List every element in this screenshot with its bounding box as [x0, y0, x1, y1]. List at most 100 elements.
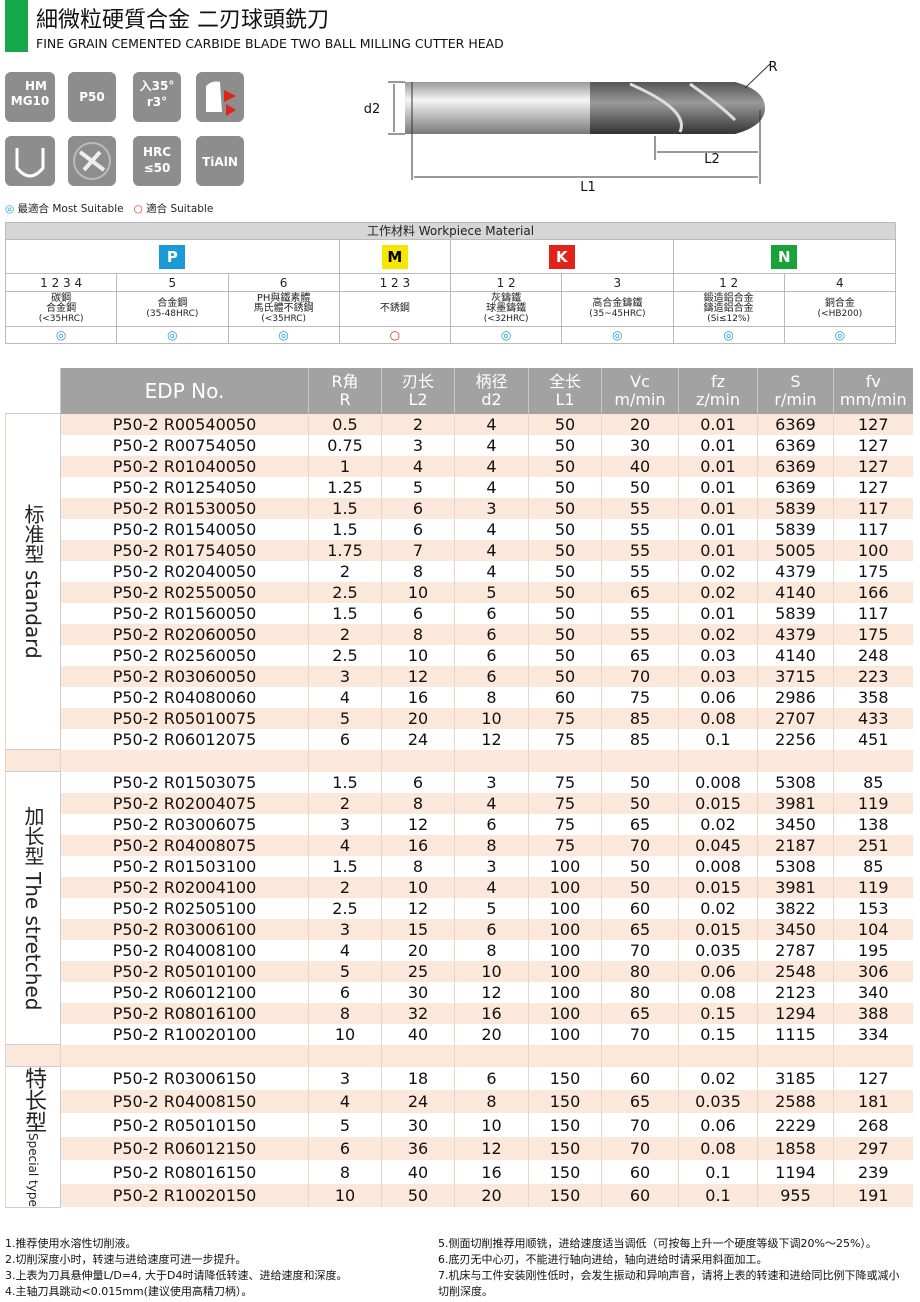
cell-value: 85	[833, 771, 913, 793]
data-row: P50-2 R03060050 3 12 6 50 70 0.03 3715 223	[6, 665, 913, 687]
pictograms	[15, 81, 236, 180]
subtitle: FINE GRAIN CEMENTED CARBIDE BLADE TWO BA…	[36, 36, 504, 51]
cell-value: 8	[454, 939, 529, 961]
note: 7.机床与工件安装刚性低时，会发生振动和异响声音，请将上表的转速和进给同比例下降…	[438, 1269, 900, 1298]
cell-value: 0.15	[678, 1002, 758, 1024]
workpiece-title: 工作材料 Workpiece Material	[6, 223, 896, 240]
suitability: ◎	[562, 327, 674, 344]
group-cell: K	[451, 240, 674, 274]
cell-value: 24	[381, 728, 455, 750]
cell-value: 65	[601, 918, 679, 940]
material-line: (<35HRC)	[261, 314, 307, 324]
group-label-text: 加长型 The stretched	[21, 806, 45, 1010]
cell-value: 40	[381, 1023, 455, 1045]
cell-value: 5	[381, 476, 455, 498]
cell-value: 50	[528, 623, 602, 645]
data-row: P50-2 R06012150 6 36 12 150 70 0.08 1858 297	[6, 1136, 913, 1161]
suitability: ○	[339, 327, 451, 344]
header-text: R角	[331, 371, 359, 391]
cell-value: 0.06	[678, 686, 758, 708]
data-row: P50-2 R04080060 4 16 8 60 75 0.06 2986 358	[6, 686, 913, 708]
group-cell: P	[6, 240, 340, 274]
cell-value: 50	[528, 497, 602, 519]
cell-value: 4379	[757, 560, 834, 582]
cell-value: 1.5	[308, 497, 382, 519]
cell-value: 8	[454, 686, 529, 708]
cell-value: 239	[833, 1160, 913, 1184]
cell-value: 16	[381, 686, 455, 708]
cell-value: 55	[601, 518, 679, 540]
cell-value: 451	[833, 728, 913, 750]
cell-value: 340	[833, 981, 913, 1003]
header-cell: fv mm/min	[833, 368, 913, 414]
cell-value: 2	[308, 623, 382, 645]
group-label-zh: 特长型	[21, 1067, 46, 1133]
cell-value: 30	[381, 981, 455, 1003]
cell-value: 65	[601, 1089, 679, 1114]
cell-value: 3	[308, 918, 382, 940]
cell-value: 4	[308, 834, 382, 856]
header-cell: R角 R	[308, 368, 382, 414]
legend-text: 適合 Suitable	[146, 203, 214, 215]
cell-value: 70	[601, 1113, 679, 1137]
legend: ◎ 最適合 Most Suitable ○ 適合 Suitable	[5, 201, 213, 216]
spacer-cell	[678, 1044, 758, 1067]
cell-value: 1.5	[308, 771, 382, 793]
cell-value: 4379	[757, 623, 834, 645]
data-row: P50-2 R01540050 1.5 6 4 50 55 0.01 5839 117	[6, 518, 913, 540]
cell-value: 150	[528, 1160, 602, 1184]
spacer-cell	[60, 1044, 309, 1067]
cell-value: 388	[833, 1002, 913, 1024]
group-label-text: 特长型Special type	[21, 1067, 46, 1206]
cell-value: 4	[454, 560, 529, 582]
cell-value: 16	[454, 1002, 529, 1024]
cell-value: 20	[454, 1183, 529, 1208]
cell-value: 100	[528, 981, 602, 1003]
edp-no: P50-2 R01754050	[60, 539, 309, 561]
cell-value: 65	[601, 581, 679, 603]
cell-value: 16	[381, 834, 455, 856]
spacer-cell	[381, 1044, 455, 1067]
cell-value: 166	[833, 581, 913, 603]
dim-label: L2	[704, 152, 720, 167]
cell-value: 3	[381, 434, 455, 456]
cell-value: 117	[833, 518, 913, 540]
edp-no: P50-2 R02060050	[60, 623, 309, 645]
material-line: 碳鋼	[51, 293, 72, 304]
edp-no: P50-2 R02560050	[60, 644, 309, 666]
spacer-cell	[528, 1044, 602, 1067]
cell-value: 3	[308, 813, 382, 835]
cell-value: 1294	[757, 1002, 834, 1024]
cell-value: 4	[454, 876, 529, 898]
cell-value: 6369	[757, 476, 834, 498]
cell-value: 5	[308, 960, 382, 982]
cell-value: 100	[833, 539, 913, 561]
cell-value: 1858	[757, 1136, 834, 1161]
edp-no: P50-2 R01503075	[60, 771, 309, 793]
cell-value: 24	[381, 1089, 455, 1114]
data-row: P50-2 R10020100 10 40 20 100 70 0.15 1115 334	[6, 1023, 913, 1045]
header-cell: EDP No.	[60, 368, 309, 414]
cell-value: 2	[381, 413, 455, 435]
cell-value: 100	[528, 897, 602, 919]
material-line: PH與鐵素體	[256, 293, 311, 304]
cell-value: 119	[833, 792, 913, 814]
edp-no: P50-2 R06012150	[60, 1136, 309, 1161]
cell-value: 10	[308, 1183, 382, 1208]
material-line: 合金鋼	[46, 303, 77, 314]
cell-value: 117	[833, 602, 913, 624]
edp-no: P50-2 R03006150	[60, 1066, 309, 1090]
spacer-cell	[5, 749, 61, 772]
edp-no: P50-2 R03006100	[60, 918, 309, 940]
cell-value: 127	[833, 476, 913, 498]
data-row: P50-2 R01560050 1.5 6 6 50 55 0.01 5839 117	[6, 602, 913, 624]
data-row: P50-2 R04008075 4 16 8 75 70 0.045 2187 251	[6, 834, 913, 856]
cell-value: 36	[381, 1136, 455, 1161]
grade: 4	[784, 274, 896, 292]
data-row: P50-2 R02560050 2.5 10 6 50 65 0.03 4140 248	[6, 644, 913, 666]
cell-value: 8	[454, 834, 529, 856]
data-row: P50-2 R04008150 4 24 8 150 65 0.035 2588 181	[6, 1089, 913, 1114]
grade: 1 2	[673, 274, 785, 292]
cell-value: 50	[528, 434, 602, 456]
